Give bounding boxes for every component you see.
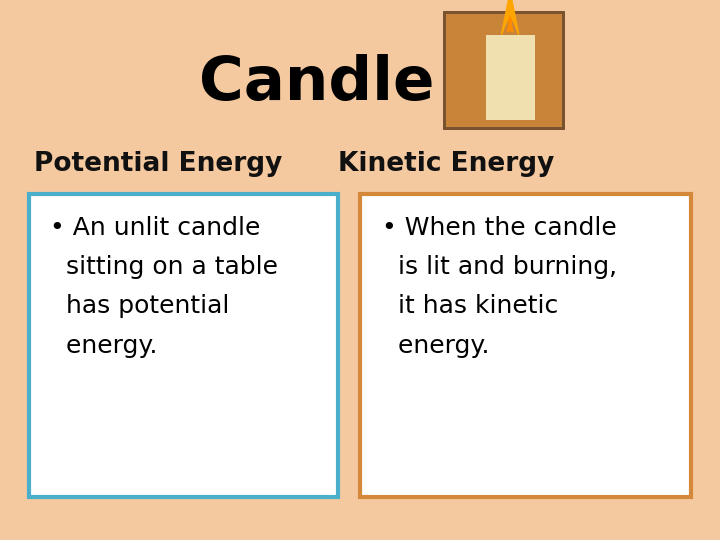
Text: Kinetic Energy: Kinetic Energy [338,151,554,177]
Text: • An unlit candle
  sitting on a table
  has potential
  energy.: • An unlit candle sitting on a table has… [50,216,279,357]
FancyBboxPatch shape [446,14,562,127]
FancyBboxPatch shape [360,194,691,497]
FancyBboxPatch shape [443,11,565,130]
Text: Potential Energy: Potential Energy [35,151,282,177]
Polygon shape [501,0,518,35]
FancyBboxPatch shape [485,35,534,120]
Text: • When the candle
  is lit and burning,
  it has kinetic
  energy.: • When the candle is lit and burning, it… [382,216,617,357]
FancyBboxPatch shape [29,194,338,497]
Text: Candle: Candle [199,54,435,113]
